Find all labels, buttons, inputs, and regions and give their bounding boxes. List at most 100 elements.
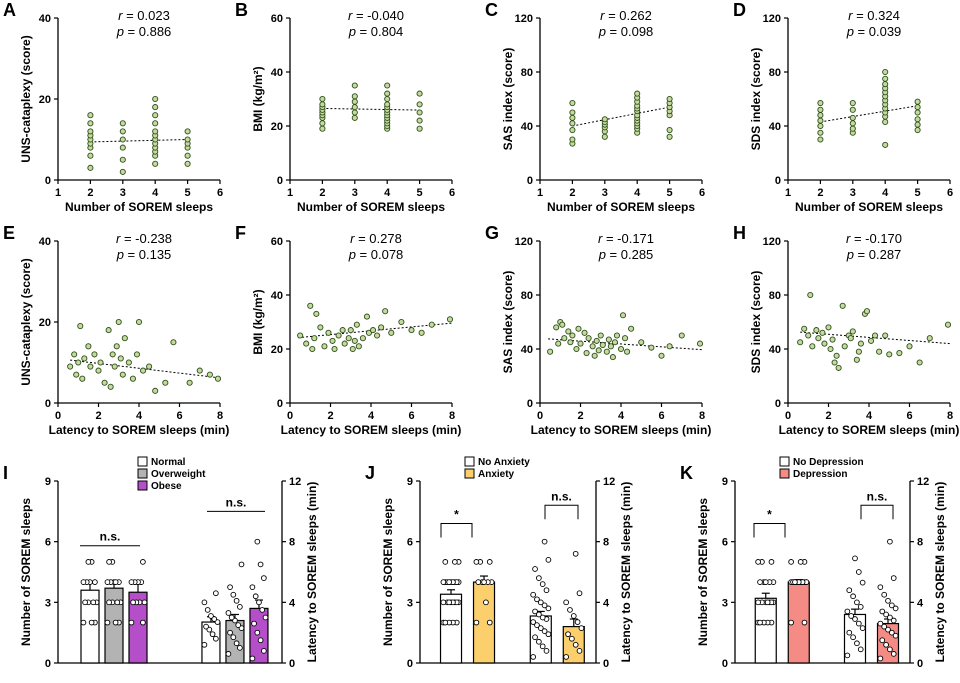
data-point bbox=[831, 359, 838, 366]
data-point bbox=[638, 339, 645, 346]
individual-point bbox=[859, 625, 866, 631]
y-axis-label: BMI (kg/m²) bbox=[251, 66, 265, 131]
data-point bbox=[817, 100, 824, 107]
individual-point bbox=[85, 559, 92, 565]
y-tick-label: 120 bbox=[763, 236, 781, 248]
data-point bbox=[335, 332, 342, 339]
data-point bbox=[944, 321, 952, 328]
individual-point bbox=[228, 614, 235, 621]
individual-point bbox=[209, 631, 216, 638]
data-point bbox=[313, 310, 320, 317]
right-tick-label: 4 bbox=[289, 597, 296, 609]
left-tick-label: 3 bbox=[45, 597, 51, 609]
panel-letter: A bbox=[3, 0, 16, 20]
x-axis-label: Number of SOREM sleeps bbox=[547, 200, 695, 214]
data-point bbox=[119, 144, 126, 151]
data-point bbox=[622, 335, 629, 342]
individual-point bbox=[230, 634, 237, 641]
individual-point bbox=[82, 599, 88, 606]
data-point bbox=[317, 324, 324, 331]
data-point bbox=[87, 112, 94, 119]
data-point bbox=[561, 335, 568, 342]
individual-point bbox=[857, 646, 864, 653]
data-point bbox=[85, 343, 92, 350]
data-point bbox=[801, 325, 808, 332]
right-tick-label: 8 bbox=[917, 537, 923, 549]
panel-letter: G bbox=[485, 223, 499, 243]
data-point bbox=[882, 81, 889, 88]
data-point bbox=[107, 383, 114, 390]
x-tick-label: 2 bbox=[577, 410, 583, 422]
data-point bbox=[609, 354, 616, 361]
x-tick-label: 2 bbox=[87, 187, 93, 199]
bar bbox=[104, 587, 124, 664]
data-point bbox=[152, 160, 159, 167]
individual-point bbox=[892, 632, 899, 639]
data-point bbox=[384, 95, 391, 103]
x-tick-label: 5 bbox=[915, 187, 921, 199]
x-axis-label: Number of SOREM sleeps bbox=[795, 200, 943, 214]
data-point bbox=[359, 335, 366, 342]
data-point bbox=[569, 127, 576, 134]
data-point bbox=[591, 352, 598, 359]
data-point bbox=[319, 125, 326, 132]
data-point bbox=[813, 327, 820, 334]
data-point bbox=[109, 351, 116, 358]
x-tick-label: 4 bbox=[152, 187, 159, 199]
correlation-r: r = 0.278 bbox=[350, 231, 402, 246]
individual-point bbox=[473, 619, 480, 626]
individual-point bbox=[887, 538, 893, 545]
y-tick-label: 20 bbox=[271, 121, 283, 133]
trend-line bbox=[70, 359, 221, 379]
y-tick-label: 20 bbox=[271, 344, 283, 356]
data-point bbox=[849, 100, 856, 107]
data-point bbox=[170, 339, 177, 346]
panel-letter: K bbox=[680, 463, 693, 483]
individual-point bbox=[141, 599, 148, 606]
data-point bbox=[914, 121, 921, 128]
individual-point bbox=[254, 629, 261, 636]
data-point bbox=[184, 136, 191, 143]
y-tick-label: 40 bbox=[39, 236, 51, 248]
individual-point bbox=[475, 579, 482, 585]
x-tick-label: 4 bbox=[618, 410, 625, 422]
x-tick-label: 6 bbox=[658, 410, 664, 422]
data-point bbox=[307, 302, 314, 309]
data-point bbox=[119, 168, 126, 175]
individual-point bbox=[877, 655, 884, 662]
panel-letter: C bbox=[485, 0, 498, 20]
x-tick-label: 3 bbox=[850, 187, 856, 199]
data-point bbox=[95, 367, 102, 374]
x-axis-label: Latency to SOREM sleeps (min) bbox=[531, 423, 712, 437]
data-point bbox=[309, 345, 316, 353]
data-point bbox=[882, 75, 889, 82]
data-point bbox=[418, 329, 425, 336]
data-point bbox=[559, 321, 566, 328]
y-axis-label: SAS index (score) bbox=[501, 48, 515, 151]
data-point bbox=[849, 114, 856, 121]
individual-point bbox=[541, 538, 548, 545]
legend-label: Normal bbox=[151, 457, 186, 468]
individual-point bbox=[446, 579, 452, 585]
legend-swatch bbox=[137, 456, 148, 467]
panel-letter: H bbox=[733, 223, 746, 243]
data-point bbox=[555, 340, 562, 347]
data-point bbox=[569, 109, 576, 116]
x-tick-label: 1 bbox=[537, 187, 543, 199]
individual-point bbox=[530, 619, 536, 625]
individual-point bbox=[572, 550, 579, 557]
correlation-r: r = -0.170 bbox=[846, 231, 902, 246]
x-tick-label: 6 bbox=[408, 410, 414, 422]
x-tick-label: 4 bbox=[882, 187, 889, 199]
data-point bbox=[121, 335, 128, 342]
data-point bbox=[87, 363, 94, 370]
y-tick-label: 40 bbox=[271, 67, 283, 79]
data-point bbox=[73, 371, 80, 378]
data-point bbox=[882, 141, 889, 148]
individual-point bbox=[140, 559, 146, 565]
data-point bbox=[575, 325, 582, 332]
individual-point bbox=[536, 575, 542, 581]
individual-point bbox=[233, 640, 240, 647]
individual-point bbox=[887, 614, 893, 621]
data-point bbox=[849, 328, 856, 335]
